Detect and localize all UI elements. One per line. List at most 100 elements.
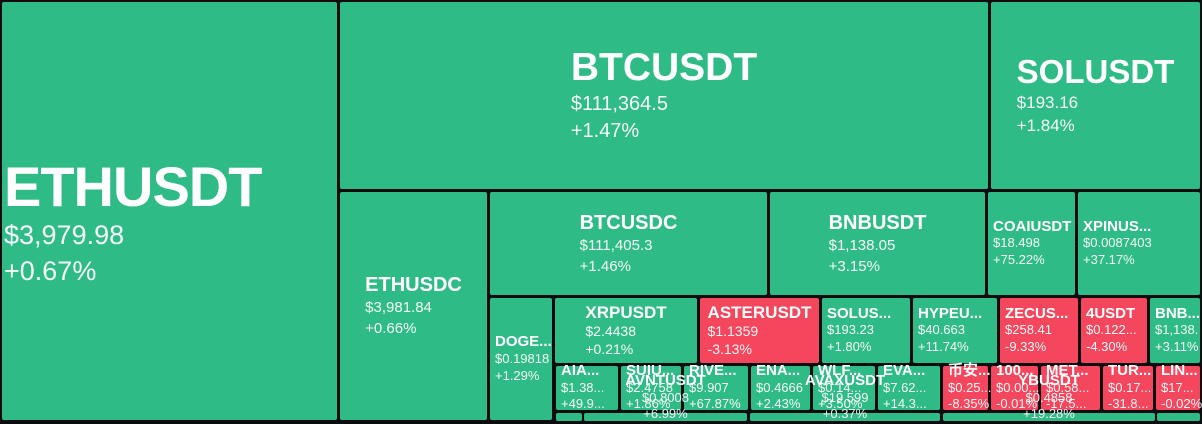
treemap-tile-btcusdt[interactable]: BTCUSDT $111,364.5 +1.47% [340,2,988,189]
tile-label: MET... $0.58... -17.5... [1041,363,1089,413]
tile-change: +19.28% [1023,406,1075,422]
tile-price: $111,364.5 [570,92,668,115]
treemap-tile-enausdt[interactable]: ENA... $0.4666 +2.43% [751,363,810,413]
treemap-tile-ybusdt[interactable]: YBUSDT $0.4858 +19.28% [943,372,1155,421]
tile-label: COAIUSDT $18.498 +75.22% [988,218,1071,269]
tile-price: $3,979.98 [4,219,125,250]
tile-label: 100... $0.00... -0.01% [991,363,1039,413]
treemap-tile-zecusdt[interactable]: ZECUS... $258.41 -9.33% [1000,298,1078,363]
treemap-tile-coaiusdt[interactable]: COAIUSDT $18.498 +75.22% [988,192,1075,295]
treemap-tile-bnbusdc[interactable]: BNB... $1,138. +3.11% [1150,298,1200,363]
treemap-tile-bnbusdt[interactable]: BNBUSDT $1,138.05 +3.15% [770,192,985,295]
tile-label: SOLUSDT $193.16 +1.84% [1017,53,1175,139]
tile-change: -4.30% [1086,339,1128,355]
tile-label: WLF... $0.14... +3.50% [813,363,862,413]
tile-price: $0.0087403 [1083,235,1152,251]
treemap-tile-avaxusdt[interactable]: AVAXUSDT $19.599 +0.37% [750,372,940,421]
tile-symbol: LIN... [1161,362,1198,380]
tile-symbol: AVNTUSDT [625,372,706,389]
tile-change: +11.74% [918,339,969,355]
treemap-tile-linusdt[interactable]: LIN... $17... -0.02% [1156,362,1202,412]
tile-symbol: ASTERUSDT [707,302,812,322]
treemap-tile-4usdt[interactable]: 4USDT $0.122... -4.30% [1081,298,1147,363]
treemap-tile-xpinusdt[interactable]: XPINUS... $0.0087403 +37.17% [1078,192,1200,295]
tile-symbol: SOLUSDT [1016,52,1175,90]
tile-change: +1.80% [827,339,872,355]
tile-label: BNB... $1,138. +3.11% [1150,305,1200,356]
tile-change: +14.3... [883,396,927,412]
treemap-tile-btcusdc[interactable]: BTCUSDC $111,405.3 +1.46% [490,192,767,295]
tile-symbol: BNB... [1155,304,1200,322]
tile-symbol: EVA... [883,362,926,380]
tile-change: -3.13% [707,341,752,358]
tile-label: SOLUS... $193.23 +1.80% [822,305,891,356]
tile-price: $0.00... [996,379,1040,395]
tile-price: $193.23 [827,322,874,338]
treemap-tile-100usdt[interactable]: 100... $0.00... -0.01% [991,363,1039,413]
tile-label: TUR... $0.17... -31.8... [1103,363,1151,413]
tile-price: $19.599 [821,389,869,405]
tile-price: $193.16 [1016,92,1079,112]
tile-symbol: ENA... [756,362,801,380]
treemap-tile-wlfusdt[interactable]: WLF... $0.14... +3.50% [813,363,875,413]
treemap-tile-asterusdt[interactable]: ASTERUSDT $1.1359 -3.13% [700,298,819,363]
tile-change: +0.67% [4,256,97,287]
tile-label: ZECUS... $258.41 -9.33% [1000,305,1068,356]
treemap-tile-turusdt[interactable]: TUR... $0.17... -31.8... [1103,363,1153,413]
tile-label: 币安... $0.25... -8.35% [943,363,991,413]
tile-label: DOGE... $0.19818 +1.29% [490,333,552,384]
tile-symbol: BNBUSDT [828,211,927,234]
treemap-tile-metusdt[interactable]: MET... $0.58... -17.5... [1041,363,1100,413]
treemap-tile-xrpusdt[interactable]: XRPUSDT $2.4438 +0.21% [555,298,697,363]
treemap-tile-filler-2[interactable] [1157,413,1200,421]
treemap-tile-binance-cn[interactable]: 币安... $0.25... -8.35% [943,363,991,413]
tile-label: AVNTUSDT $0.8008 +6.99% [584,372,747,423]
tile-symbol: XPINUS... [1083,217,1152,235]
tile-price: $0.4666 [756,379,803,395]
tile-change: -0.02% [1161,396,1202,412]
tile-price: $0.25... [948,379,992,395]
tile-change: -9.33% [1005,339,1047,355]
tile-price: $258.41 [1005,322,1052,338]
tile-symbol: TUR... [1108,362,1152,380]
tile-label: ENA... $0.4666 +2.43% [751,363,803,413]
tile-price: $0.58... [1046,379,1090,395]
treemap-tile-ethusdt[interactable]: ETHUSDT $3,979.98 +0.67% [2,2,337,420]
tile-label: BNBUSDT $1,138.05 +3.15% [829,211,927,277]
tile-change: +2.43% [756,396,801,412]
treemap-tile-suiusdt[interactable]: SUIU... $2.4758 +1.86% [621,363,681,412]
tile-price: $0.4858 [1025,389,1073,405]
tile-symbol: XRPUSDT [585,302,667,322]
treemap-tile-riveusdt[interactable]: RIVE... $9.907 +67.87% [684,363,748,413]
tile-label: 4USDT $0.122... -4.30% [1081,305,1137,356]
treemap-tile-aiausdt[interactable]: AIA... $1.38... +49.9... [556,363,618,412]
tile-label: XRPUSDT $2.4438 +0.21% [585,303,666,359]
tile-change: +37.17% [1083,252,1135,268]
tile-label: ETHUSDC $3,981.84 +0.66% [365,273,462,339]
tile-change: +3.50% [818,396,863,412]
treemap-tile-solusdt[interactable]: SOLUSDT $193.16 +1.84% [991,2,1200,189]
treemap-tile-avntusdt[interactable]: AVNTUSDT $0.8008 +6.99% [584,372,747,421]
tile-price: $0.14... [818,379,862,395]
tile-label: XPINUS... $0.0087403 +37.17% [1078,218,1152,269]
tile-label: RIVE... $9.907 +67.87% [684,363,741,413]
treemap-tile-hypeusdt[interactable]: HYPEU... $40.663 +11.74% [913,298,997,363]
tile-price: $2.4758 [626,379,673,395]
treemap-tile-solusdc[interactable]: SOLUS... $193.23 +1.80% [822,298,910,363]
treemap-tile-dogeusdt[interactable]: DOGE... $0.19818 +1.29% [490,298,552,420]
tile-change: +75.22% [993,252,1045,268]
tile-symbol: SOLUS... [827,304,892,322]
treemap-tile-evausdt[interactable]: EVA... $7.62... +14.3... [878,363,940,413]
tile-symbol: COAIUSDT [993,217,1072,235]
tile-change: +49.9... [561,396,605,412]
treemap-tile-ethusdc[interactable]: ETHUSDC $3,981.84 +0.66% [340,192,487,420]
tile-label: EVA... $7.62... +14.3... [878,363,927,413]
tile-label: ETHUSDT $3,979.98 +0.67% [2,157,262,290]
tile-change: +0.21% [585,341,634,358]
treemap-tile-filler-1[interactable] [556,413,582,421]
tile-change: +1.86% [626,396,671,412]
tile-change: -31.8... [1108,396,1149,412]
tile-label: YBUSDT $0.4858 +19.28% [943,372,1155,423]
tile-symbol: RIVE... [689,362,737,380]
